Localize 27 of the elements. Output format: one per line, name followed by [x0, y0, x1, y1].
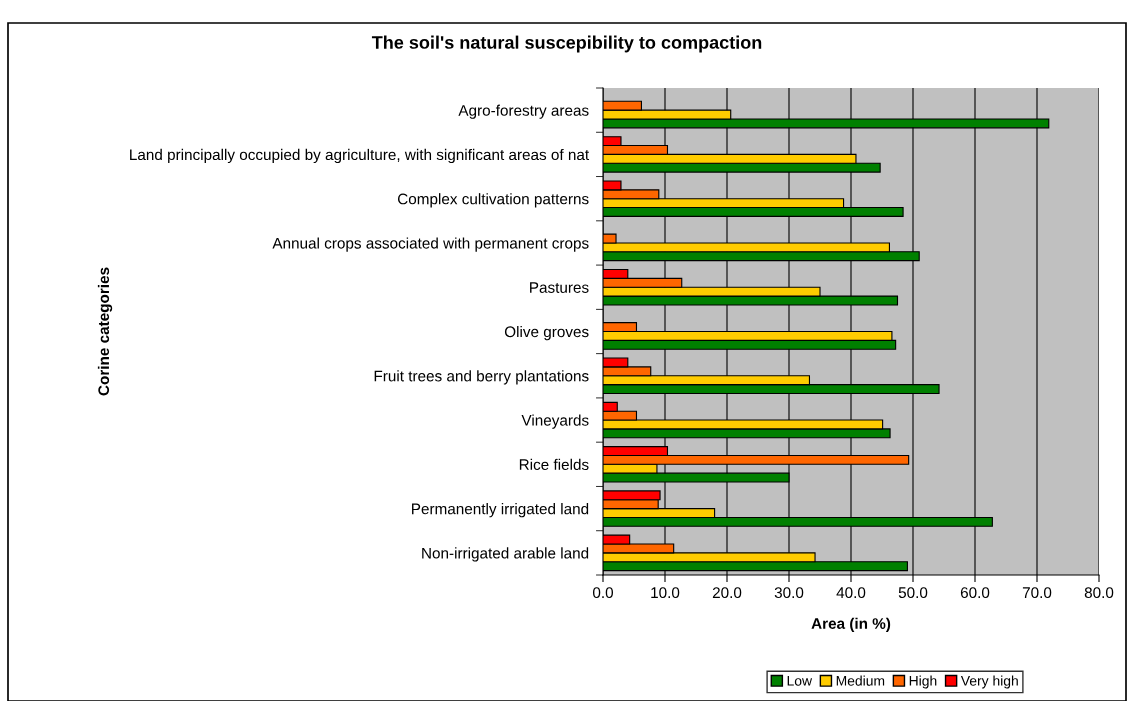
- x-tick-label: 70.0: [1022, 587, 1052, 599]
- legend-label: Low: [787, 676, 813, 686]
- x-tick-label: 30.0: [774, 587, 804, 599]
- legend-label: Very high: [960, 675, 1018, 689]
- x-tick-label: 80.0: [1084, 587, 1114, 599]
- x-tick-label: 60.0: [960, 587, 990, 599]
- y-tick-label: Non-irrigated arable land: [422, 547, 589, 562]
- x-tick-label: 0.0: [592, 587, 614, 599]
- x-axis-title: Area (in %): [811, 617, 891, 632]
- y-tick-label: Vineyards: [521, 414, 589, 429]
- y-tick-label: Permanently irrigated land: [412, 503, 589, 518]
- y-tick-label: Land principally occupied by agriculture, with significant areas of nat: [130, 148, 590, 164]
- y-axis-title: Corine categories: [97, 267, 113, 396]
- y-tick-label: Annual crops associated with permanent crops: [272, 237, 589, 252]
- x-tick-label: 10.0: [651, 587, 680, 599]
- legend-label: Medium: [836, 675, 885, 686]
- x-tick-label: 20.0: [712, 587, 742, 599]
- x-tick-label: 50.0: [898, 587, 928, 599]
- legend-label: High: [909, 675, 937, 689]
- y-tick-label: Agro-forestry areas: [458, 104, 589, 119]
- y-tick-label: Olive groves: [504, 325, 589, 341]
- y-tick-label: Rice fields: [519, 458, 589, 470]
- y-tick-label: Fruit trees and berry plantations: [374, 370, 589, 385]
- y-tick-label: Complex cultivation patterns: [397, 193, 589, 208]
- y-tick-label: Pastures: [530, 282, 589, 293]
- x-tick-label: 40.0: [836, 587, 866, 599]
- chart-title: The soil's natural suscepibility to compaction: [371, 35, 762, 53]
